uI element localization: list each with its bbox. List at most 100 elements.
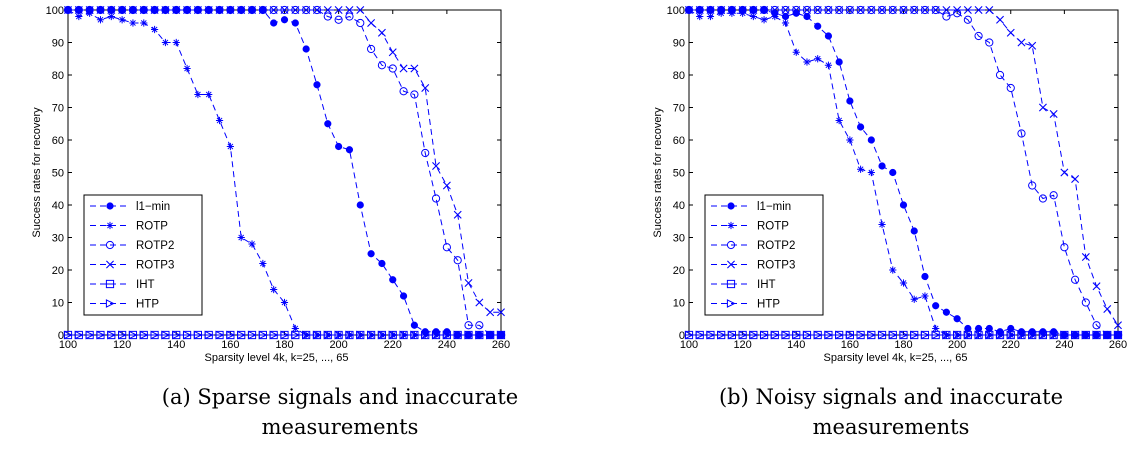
data-point [139,6,148,14]
legend-entry: ROTP2 [90,240,174,252]
data-point [269,330,279,340]
data-point [974,330,984,340]
caption-a-line-1: (a) Sparse signals and inaccurate [161,385,519,409]
data-point [345,146,354,154]
data-point [367,19,376,27]
x-tick-label: 160 [221,339,239,351]
y-tick-label: 70 [52,103,64,115]
data-point [399,64,408,73]
legend-label: l1−min [136,201,170,213]
data-point [1028,330,1037,340]
data-point [963,6,972,14]
data-point [985,324,993,333]
data-point [475,330,485,340]
x-tick-label: 240 [438,339,456,351]
data-point [878,6,887,14]
data-point [749,6,758,14]
data-point [824,61,833,69]
data-point [312,6,321,14]
caption-b-line-2: measurements [812,415,970,439]
data-point [312,330,322,340]
y-tick-label: 40 [673,200,685,212]
data-point [1092,282,1101,291]
y-tick-label: 100 [667,5,685,17]
data-point [345,330,355,340]
data-point [280,298,289,307]
legend-label: ROTP2 [136,240,174,252]
data-point [749,330,759,340]
data-point [377,61,387,70]
data-point [856,123,865,131]
data-point [1081,298,1090,307]
data-point [453,210,462,219]
data-point [1049,191,1058,200]
data-point [323,6,332,14]
data-point [204,6,213,14]
data-point [942,6,951,14]
data-point [1038,330,1048,340]
data-point [792,6,801,14]
legend-a: l1−min ROTP ROTP2 ROTP3 IHT HTP [83,194,203,316]
y-tick-label: 0 [679,330,685,342]
data-point [378,259,386,268]
data-point [910,6,919,14]
data-point [931,330,941,340]
y-tick-label: 20 [52,265,64,277]
caption-b: (b) Noisy signals and inaccurate measure… [711,382,1071,442]
data-point [1006,83,1015,93]
data-point [1007,324,1015,333]
data-point [1006,330,1016,340]
data-point [717,6,726,14]
data-point [96,16,105,24]
data-point [172,6,181,14]
data-point [248,6,257,14]
legend-entry: ROTP3 [711,260,795,272]
data-point [953,6,962,14]
data-point [857,165,865,173]
data-point [760,16,768,24]
data-point [172,38,180,47]
data-point [377,330,387,340]
data-point [942,330,952,340]
legend-entry: ROTP [90,221,168,233]
data-point [107,12,115,21]
data-point [953,330,962,340]
x-tick-label: 180 [275,339,293,351]
data-point [813,330,823,340]
data-point [226,6,235,14]
legend-label: ROTP [757,221,789,233]
data-point [193,330,203,340]
data-point [334,330,344,340]
data-point [770,6,779,14]
legend-box [83,194,203,316]
data-point [759,330,769,340]
data-point [129,19,137,27]
data-point [932,324,940,333]
data-point [684,330,694,340]
data-point [399,87,408,96]
data-point [247,330,257,340]
data-point [727,6,736,14]
data-point [781,6,790,14]
data-point [356,6,365,14]
data-point [963,15,972,24]
data-point [410,330,420,340]
y-axis-label: Success rates for recovery [31,107,43,238]
legend-label: l1−min [757,201,791,213]
data-point [835,58,843,66]
data-point [1049,110,1058,118]
data-point [1071,330,1080,340]
legend-marker [105,279,115,289]
y-tick-label: 30 [52,233,64,245]
data-point [1081,253,1090,261]
data-point [1092,321,1101,330]
y-tick-label: 10 [673,298,685,310]
legend-label: IHT [136,279,155,291]
data-point [995,330,1005,340]
data-point [878,220,886,229]
legend-label: HTP [136,299,159,311]
chart-panel-b: 100 120 140 160 180 200 220 240 260 0 10 20 30 40 50 60… [652,5,1127,364]
data-point [259,259,267,268]
x-tick-label: 120 [733,339,751,351]
x-tick-label: 220 [384,339,402,351]
